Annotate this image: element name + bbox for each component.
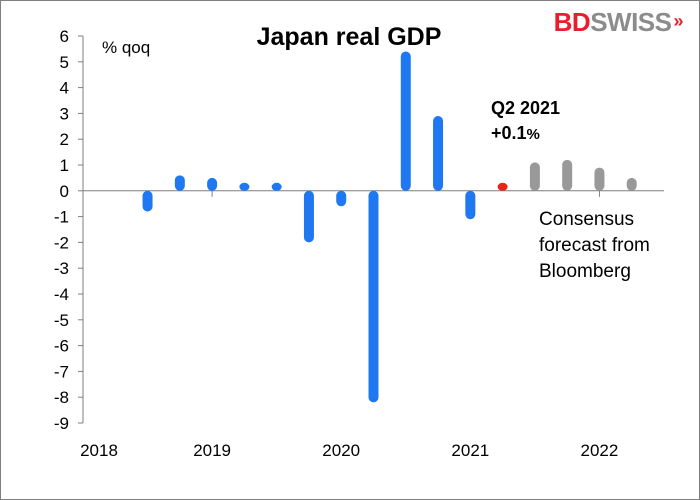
- y-tick-label: -5: [54, 311, 69, 330]
- y-axis-label: % qoq: [102, 38, 150, 57]
- bar: [433, 115, 444, 191]
- y-ticks: 6 5 4 3 2 1 0 -1 -2 -3 -4 -5 -6 -7 -8 -9: [54, 27, 83, 433]
- y-tick-label: -3: [54, 259, 69, 278]
- q2-annotation-title: Q2 2021: [491, 98, 560, 118]
- bar: [368, 190, 379, 403]
- x-ticks: 2018 2019 2020 2021 2022: [80, 190, 619, 460]
- bar: [529, 162, 540, 191]
- x-tick-label: 2018: [80, 441, 118, 460]
- bar: [239, 182, 250, 191]
- x-tick-label: 2019: [193, 441, 231, 460]
- y-tick-label: -8: [54, 388, 69, 407]
- bars: [142, 51, 637, 403]
- bar: [400, 51, 411, 191]
- bar: [336, 190, 347, 207]
- y-tick-label: 3: [60, 104, 69, 123]
- y-tick-label: -6: [54, 337, 69, 356]
- y-tick-label: -1: [54, 208, 69, 227]
- bar: [626, 177, 637, 191]
- y-tick-label: 4: [60, 79, 69, 98]
- x-tick-label: 2021: [451, 441, 489, 460]
- bar: [142, 190, 153, 212]
- bdswiss-logo: BDSWISS»: [553, 7, 684, 37]
- x-tick-label: 2020: [322, 441, 360, 460]
- bar: [207, 177, 218, 191]
- bar: [174, 175, 185, 191]
- y-tick-label: 1: [60, 156, 69, 175]
- bar: [497, 182, 508, 191]
- bar: [562, 159, 573, 191]
- bar: [594, 167, 605, 191]
- y-tick-label: -2: [54, 233, 69, 252]
- chart-title: Japan real GDP: [257, 23, 442, 51]
- consensus-line-2: forecast from: [539, 235, 650, 256]
- y-tick-label: 5: [60, 53, 69, 72]
- y-tick-label: 0: [60, 182, 69, 201]
- consensus-line-1: Consensus: [539, 209, 634, 230]
- y-tick-label: 6: [60, 27, 69, 46]
- y-tick-label: -7: [54, 362, 69, 381]
- q2-annotation-value: +0.1%: [491, 123, 540, 143]
- bar: [271, 182, 282, 191]
- consensus-line-3: Bloomberg: [539, 261, 631, 282]
- y-tick-label: -9: [54, 414, 69, 433]
- x-tick-label: 2022: [581, 441, 619, 460]
- y-tick-label: -4: [54, 285, 69, 304]
- y-tick-label: 2: [60, 130, 69, 149]
- bar: [303, 190, 314, 243]
- bar: [465, 190, 476, 220]
